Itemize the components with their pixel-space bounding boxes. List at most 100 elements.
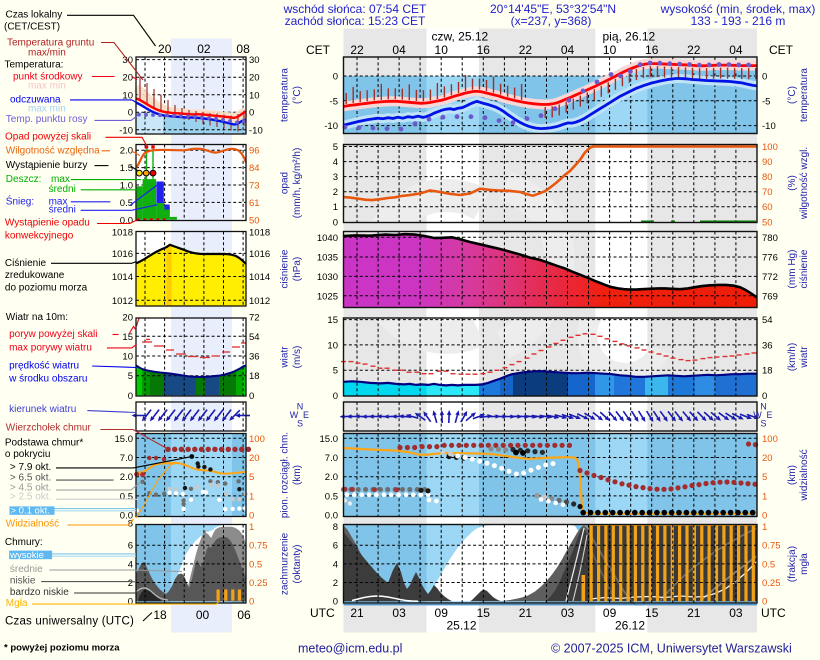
svg-text:1.5: 1.5 <box>120 163 133 174</box>
svg-text:Mgła: Mgła <box>6 598 28 609</box>
svg-text:mgła: mgła <box>799 553 810 575</box>
svg-text:5: 5 <box>333 366 338 377</box>
svg-text:W: W <box>753 410 762 420</box>
svg-text:20: 20 <box>122 73 133 84</box>
svg-text:do poziomu morza: do poziomu morza <box>5 283 88 294</box>
svg-text:08: 08 <box>236 42 250 56</box>
svg-text:0.0: 0.0 <box>120 215 133 226</box>
svg-text:(hPa): (hPa) <box>292 257 303 281</box>
svg-text:1018: 1018 <box>112 227 133 238</box>
svg-text:54: 54 <box>762 315 773 326</box>
svg-text:Śnieg:: Śnieg: <box>6 195 34 208</box>
svg-text:> 0.1 okt.: > 0.1 okt. <box>11 505 50 516</box>
svg-text:90: 90 <box>762 157 773 168</box>
svg-text:Czas uniwersalny (UTC): Czas uniwersalny (UTC) <box>5 615 134 627</box>
svg-text:0: 0 <box>249 597 254 608</box>
svg-text:1018: 1018 <box>249 227 270 238</box>
svg-text:opad: opad <box>280 172 291 194</box>
svg-text:36: 36 <box>249 352 260 363</box>
svg-text:(km): (km) <box>292 465 303 485</box>
svg-text:-10: -10 <box>762 121 776 132</box>
svg-text:15: 15 <box>477 606 491 620</box>
svg-text:Temperatura:: Temperatura: <box>5 60 64 71</box>
svg-text:50: 50 <box>762 217 773 228</box>
svg-text:punkt środkowy: punkt środkowy <box>13 72 82 83</box>
svg-text:zachód słońca: 15:23 CET: zachód słońca: 15:23 CET <box>285 14 426 28</box>
svg-text:04: 04 <box>729 43 743 57</box>
svg-text:max porywy wiatru: max porywy wiatru <box>9 342 92 353</box>
svg-text:średnie: średnie <box>10 564 43 575</box>
svg-text:zredukowane: zredukowane <box>5 270 65 281</box>
svg-text:3: 3 <box>333 172 338 183</box>
svg-text:N: N <box>297 402 304 412</box>
svg-text:-10: -10 <box>249 125 263 136</box>
svg-text:1.0: 1.0 <box>120 181 133 192</box>
svg-text:0: 0 <box>333 72 338 83</box>
svg-text:21: 21 <box>350 606 364 620</box>
svg-text:20: 20 <box>762 453 773 464</box>
svg-text:Temp. punktu rosy: Temp. punktu rosy <box>6 114 88 125</box>
svg-text:100: 100 <box>762 142 778 153</box>
svg-text:ciśnienie: ciśnienie <box>799 249 810 288</box>
svg-text:1: 1 <box>762 522 767 533</box>
svg-text:1: 1 <box>249 491 254 502</box>
svg-text:2: 2 <box>333 578 338 589</box>
svg-text:70: 70 <box>762 187 773 198</box>
svg-text:(mm Hg): (mm Hg) <box>787 250 798 289</box>
svg-text:1030: 1030 <box>317 272 338 283</box>
svg-text:Opad powyżej skali: Opad powyżej skali <box>5 131 91 142</box>
svg-text:0: 0 <box>128 597 133 608</box>
svg-text:bardzo niskie: bardzo niskie <box>10 587 69 598</box>
svg-text:4: 4 <box>333 157 338 168</box>
svg-text:Chmury:: Chmury: <box>5 537 43 548</box>
svg-text:CET: CET <box>306 43 331 57</box>
svg-text:0: 0 <box>249 511 254 522</box>
svg-text:15: 15 <box>645 606 659 620</box>
svg-text:© 2007-2025 ICM, Uniwersytet W: © 2007-2025 ICM, Uniwersytet Warszawski <box>551 642 792 656</box>
svg-text:5: 5 <box>128 371 133 382</box>
svg-text:poryw powyżej skali: poryw powyżej skali <box>9 329 97 340</box>
svg-text:0: 0 <box>128 108 133 119</box>
svg-text:30: 30 <box>249 55 260 66</box>
svg-text:0.25: 0.25 <box>762 578 781 589</box>
svg-text:W: W <box>290 410 299 420</box>
svg-text:10: 10 <box>435 43 449 57</box>
svg-text:2.0: 2.0 <box>120 146 133 157</box>
svg-text:21: 21 <box>519 606 533 620</box>
svg-text:22: 22 <box>350 43 364 57</box>
svg-text:1: 1 <box>762 491 767 502</box>
svg-text:4: 4 <box>333 559 338 570</box>
svg-text:2.0: 2.0 <box>325 472 338 483</box>
svg-text:S: S <box>760 419 766 429</box>
svg-text:36: 36 <box>762 340 773 351</box>
svg-text:4: 4 <box>128 559 133 570</box>
svg-text:73: 73 <box>249 181 260 192</box>
svg-text:max: max <box>51 174 70 185</box>
svg-text:(km/h): (km/h) <box>787 343 798 371</box>
svg-text:776: 776 <box>762 253 778 264</box>
svg-text:wilgotność wzgl.: wilgotność wzgl. <box>799 147 810 220</box>
svg-text:0.25: 0.25 <box>249 578 268 589</box>
svg-text:Widzialność: Widzialność <box>6 519 59 530</box>
svg-text:1014: 1014 <box>112 272 133 283</box>
svg-text:5: 5 <box>249 472 254 483</box>
svg-text:0.75: 0.75 <box>249 541 268 552</box>
svg-text:Podstawa chmur*: Podstawa chmur* <box>5 438 83 449</box>
svg-text:09: 09 <box>603 606 617 620</box>
svg-text:03: 03 <box>729 606 743 620</box>
svg-text:kierunek wiatru: kierunek wiatru <box>9 404 76 415</box>
svg-text:0: 0 <box>762 597 767 608</box>
svg-text:20: 20 <box>122 312 133 323</box>
svg-text:średni: średni <box>49 184 76 195</box>
svg-text:20: 20 <box>158 42 172 56</box>
svg-text:(km): (km) <box>787 465 798 485</box>
svg-text:Ciśnienie: Ciśnienie <box>5 258 47 269</box>
svg-text:769: 769 <box>762 291 778 302</box>
svg-text:max: max <box>49 197 68 208</box>
svg-text:0: 0 <box>762 391 767 402</box>
svg-text:Deszcz:: Deszcz: <box>6 174 42 185</box>
svg-text:15.0: 15.0 <box>320 434 339 445</box>
svg-text:UTC: UTC <box>310 606 335 620</box>
svg-text:wiatr: wiatr <box>799 346 810 369</box>
svg-text:Temperatura gruntu: Temperatura gruntu <box>7 38 94 49</box>
